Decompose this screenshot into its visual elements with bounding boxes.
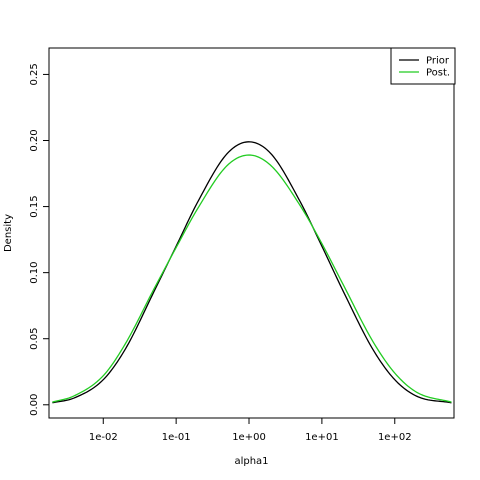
x-tick-label: 1e+02 — [378, 432, 412, 443]
x-tick-label: 1e-02 — [89, 432, 118, 443]
y-axis: 0.00 0.05 0.10 0.15 0.20 0.25 — [29, 63, 49, 416]
series-line-post — [52, 154, 452, 403]
x-tick-label: 1e+01 — [305, 432, 339, 443]
y-tick-label: 0.20 — [29, 129, 40, 151]
legend-label-post: Post. — [426, 68, 450, 79]
y-tick-label: 0.15 — [29, 195, 40, 217]
curves-layer — [52, 141, 452, 404]
legend: Prior Post. — [390, 47, 456, 85]
y-axis-label: Density — [3, 214, 14, 252]
y-tick-label: 0.05 — [29, 328, 40, 350]
legend-label-prior: Prior — [426, 56, 450, 67]
y-tick-label: 0.25 — [29, 63, 40, 85]
x-tick-label: 1e-01 — [162, 432, 191, 443]
x-axis: 1e-02 1e-01 1e+00 1e+01 1e+02 — [89, 418, 412, 443]
x-tick-label: 1e+00 — [232, 432, 266, 443]
series-line-prior — [52, 141, 452, 404]
x-axis-label: alpha1 — [234, 456, 268, 467]
plot-frame — [48, 47, 455, 419]
y-tick-label: 0.00 — [29, 394, 40, 416]
legend-box — [390, 47, 456, 85]
y-tick-label: 0.10 — [29, 262, 40, 284]
